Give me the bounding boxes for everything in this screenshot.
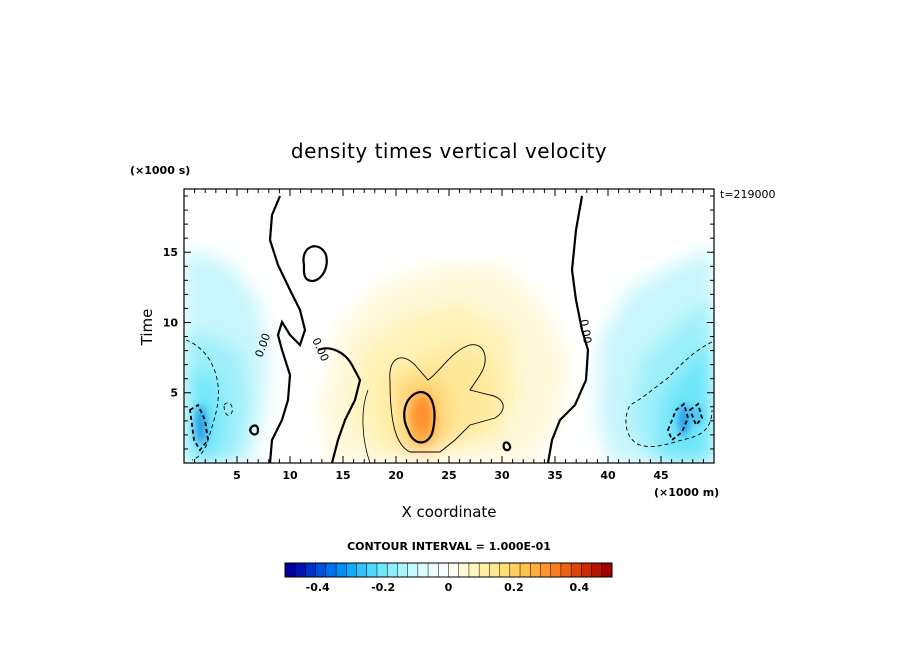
colorbar-swatch bbox=[448, 563, 460, 577]
x-tick-label: 35 bbox=[547, 469, 562, 482]
colorbar-swatch bbox=[325, 563, 337, 577]
colorbar-swatch bbox=[591, 563, 603, 577]
x-tick-label: 45 bbox=[653, 469, 668, 482]
colorbar-tick-label: -0.2 bbox=[371, 581, 395, 594]
colorbar-swatch bbox=[458, 563, 470, 577]
colorbar-swatch bbox=[540, 563, 551, 577]
colorbar-swatch bbox=[428, 563, 439, 577]
x-tick-label: 30 bbox=[494, 469, 510, 482]
x-tick-label: 10 bbox=[282, 469, 298, 482]
x-tick-label: 15 bbox=[335, 469, 350, 482]
y-tick-label: 10 bbox=[163, 316, 179, 329]
colorbar-swatch bbox=[387, 563, 398, 577]
colorbar-swatch bbox=[571, 563, 582, 577]
colorbar-tick-label: 0 bbox=[445, 581, 453, 594]
colorbar-swatch bbox=[550, 563, 562, 577]
zero-contours bbox=[248, 195, 590, 463]
colorbar-tick-label: -0.4 bbox=[306, 581, 330, 594]
colorbar-tick-label: 0.2 bbox=[504, 581, 524, 594]
x-tick-label: 25 bbox=[441, 469, 456, 482]
colorbar-swatch bbox=[295, 563, 306, 577]
positive-contours bbox=[362, 344, 504, 463]
y-tick-label: 5 bbox=[170, 387, 178, 400]
colorbar-swatch bbox=[499, 563, 511, 577]
chart-title: density times vertical velocity bbox=[291, 139, 607, 163]
colorbar-swatch bbox=[305, 563, 316, 577]
colorbar-swatch bbox=[397, 563, 408, 577]
colorbar-swatch bbox=[489, 563, 500, 577]
negative-contours bbox=[185, 339, 713, 461]
colorbar-swatch bbox=[560, 563, 572, 577]
contour-label: 0.00 bbox=[577, 318, 594, 344]
colorbar-swatch bbox=[601, 563, 613, 577]
colorbar-swatch bbox=[346, 563, 357, 577]
y-tick-label: 15 bbox=[163, 246, 178, 259]
field-shading bbox=[184, 250, 714, 463]
colorbar-swatch bbox=[581, 563, 592, 577]
colorbar-tick-label: 0.4 bbox=[570, 581, 590, 594]
x-unit-label: (×1000 m) bbox=[654, 486, 719, 499]
colorbar-swatch bbox=[356, 563, 368, 577]
colorbar-swatch bbox=[376, 563, 388, 577]
x-axis: 5 10 15 20 25 30 35 40 45 bbox=[194, 189, 704, 482]
contour-interval-text: CONTOUR INTERVAL = 1.000E-01 bbox=[347, 540, 551, 553]
x-tick-label: 5 bbox=[233, 469, 241, 482]
y-axis: 5 10 15 bbox=[163, 195, 714, 450]
colorbar-ticks: -0.4 -0.2 0 0.2 0.4 bbox=[306, 581, 590, 594]
colorbar bbox=[284, 562, 613, 578]
plot-area bbox=[184, 189, 714, 463]
colorbar-frame bbox=[284, 562, 613, 578]
x-axis-label: X coordinate bbox=[401, 503, 496, 521]
colorbar-swatch bbox=[479, 563, 490, 577]
time-stamp: t=219000 bbox=[720, 188, 776, 201]
colorbar-swatch bbox=[417, 563, 429, 577]
colorbar-swatch bbox=[315, 563, 327, 577]
x-tick-label: 40 bbox=[600, 469, 616, 482]
colorbar-swatch bbox=[509, 563, 521, 577]
colorbar-swatch bbox=[336, 563, 347, 577]
colorbar-swatch bbox=[530, 563, 541, 577]
colorbar-swatch bbox=[438, 563, 449, 577]
colorbar-swatch bbox=[285, 563, 296, 577]
y-unit-label: (×1000 s) bbox=[130, 164, 190, 177]
colorbar-swatch bbox=[366, 563, 378, 577]
y-axis-label: Time bbox=[138, 309, 156, 347]
x-tick-label: 20 bbox=[388, 469, 404, 482]
colorbar-swatch bbox=[520, 563, 531, 577]
colorbar-swatch bbox=[407, 563, 419, 577]
colorbar-swatch bbox=[468, 563, 480, 577]
